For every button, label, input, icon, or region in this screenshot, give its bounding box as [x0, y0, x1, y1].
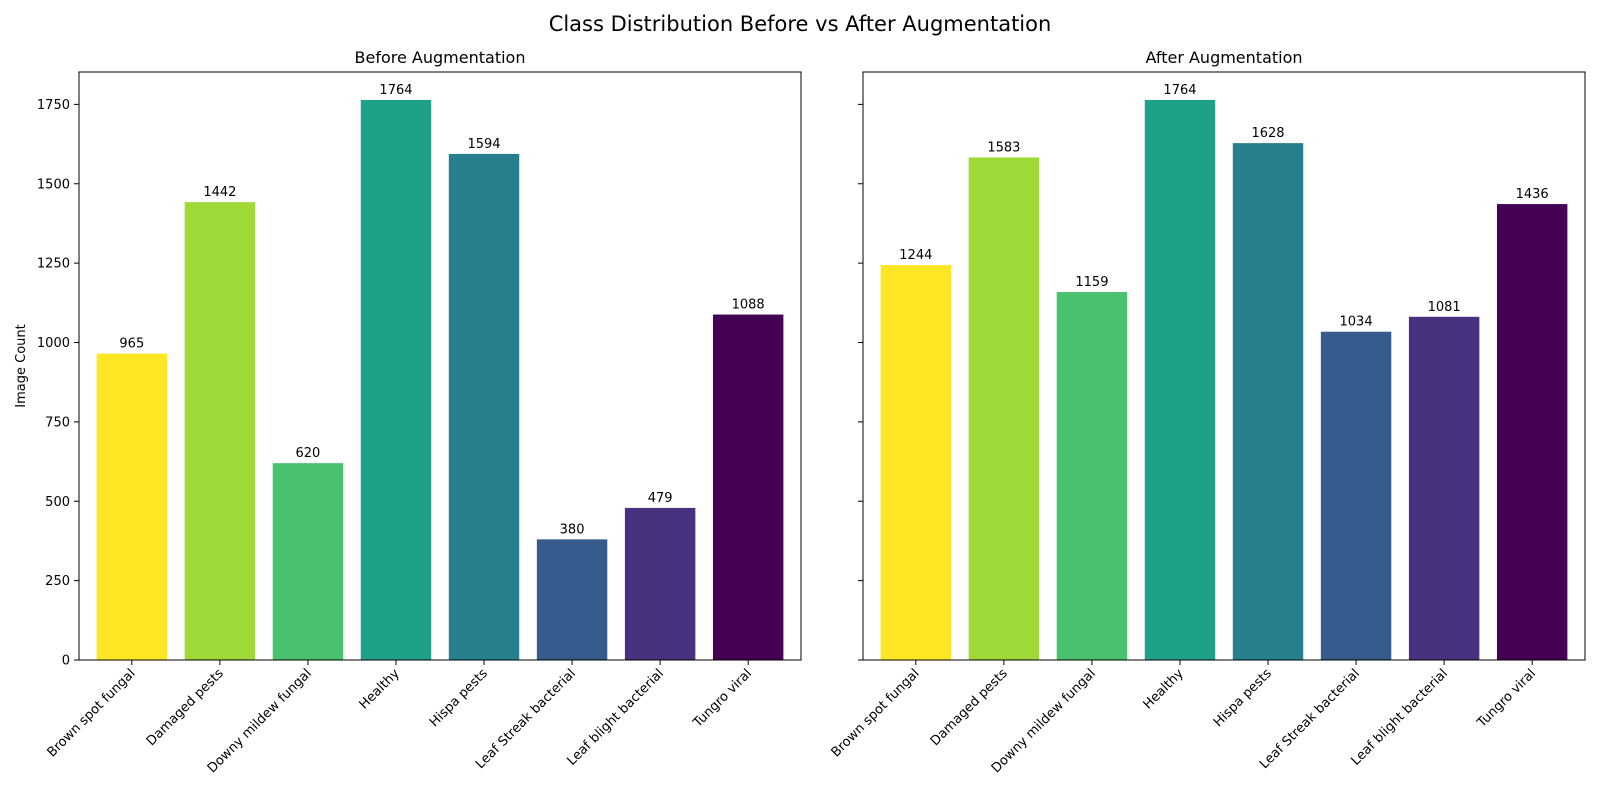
before-y-tick-label: 1500	[37, 177, 70, 192]
before-x-tick-label-tungro-viral: Tungro viral	[690, 666, 755, 731]
after-value-label-leaf-blight-bacterial: 1081	[1428, 300, 1461, 315]
before-x-tick-label-healthy: Healthy	[357, 666, 403, 712]
after-bar-leaf-streak-bacterial	[1320, 331, 1392, 660]
after-value-label-hispa-pests: 1628	[1251, 126, 1284, 141]
before-y-tick-label: 250	[45, 574, 70, 589]
before-bar-leaf-streak-bacterial	[536, 539, 608, 660]
before-x-tick-label-brown-spot-fungal: Brown spot fungal	[45, 666, 139, 760]
after-x-tick-label-tungro-viral: Tungro viral	[1474, 666, 1539, 731]
after-x-tick-label-damaged-pests: Damaged pests	[928, 666, 1011, 749]
after-axes-frame	[862, 71, 1586, 661]
before-value-label-healthy: 1764	[379, 83, 412, 98]
after-bar-brown-spot-fungal	[880, 265, 952, 660]
after-value-label-damaged-pests: 1583	[987, 140, 1020, 155]
before-y-axis-label: Image Count	[14, 324, 29, 407]
after-x-tick-label-brown-spot-fungal: Brown spot fungal	[829, 666, 923, 760]
before-value-label-downy-mildew-fungal: 620	[296, 446, 321, 461]
before-y-tick-label: 500	[45, 495, 70, 510]
before-x-tick-label-hispa-pests: Hispa pests	[427, 666, 491, 730]
before-bar-hispa-pests	[448, 153, 520, 660]
before-bar-brown-spot-fungal	[96, 353, 168, 660]
after-x-tick-label-downy-mildew-fungal: Downy mildew fungal	[989, 666, 1099, 776]
after-value-label-downy-mildew-fungal: 1159	[1075, 275, 1108, 290]
before-value-label-leaf-streak-bacterial: 380	[560, 522, 585, 537]
after-x-tick-label-healthy: Healthy	[1141, 666, 1187, 712]
before-y-tick-label: 1000	[37, 336, 70, 351]
before-bar-healthy	[360, 99, 432, 661]
before-augmentation-chart: Before Augmentation 0 250 500 750 1000 1250 150…	[14, 48, 802, 776]
before-x-tick-label-leaf-blight-bacterial: Leaf blight bacterial	[564, 666, 666, 768]
after-value-label-brown-spot-fungal: 1244	[899, 248, 932, 263]
after-chart-title: After Augmentation	[1145, 48, 1302, 67]
before-value-label-brown-spot-fungal: 965	[119, 337, 144, 352]
after-x-tick-label-hispa-pests: Hispa pests	[1211, 666, 1275, 730]
before-y-tick-label: 0	[62, 654, 70, 669]
after-bar-hispa-pests	[1232, 143, 1304, 661]
after-value-label-leaf-streak-bacterial: 1034	[1340, 315, 1373, 330]
before-y-tick-label: 1750	[37, 98, 70, 113]
before-bar-damaged-pests	[184, 202, 256, 660]
before-y-tick-label: 1250	[37, 257, 70, 272]
before-bar-downy-mildew-fungal	[272, 463, 344, 660]
after-augmentation-chart: After Augmentation 1244 Brown spot fungal 1…	[829, 48, 1586, 776]
before-y-tick-label: 750	[45, 415, 70, 430]
figure-title: Class Distribution Before vs After Augme…	[549, 12, 1052, 36]
before-value-label-tungro-viral: 1088	[732, 298, 765, 313]
after-bar-healthy	[1144, 99, 1216, 661]
after-value-label-tungro-viral: 1436	[1516, 187, 1549, 202]
before-axes-frame	[78, 71, 802, 661]
before-bar-tungro-viral	[712, 314, 784, 660]
after-bar-damaged-pests	[968, 157, 1040, 660]
before-x-tick-label-downy-mildew-fungal: Downy mildew fungal	[205, 666, 315, 776]
before-x-tick-label-damaged-pests: Damaged pests	[144, 666, 227, 749]
after-x-tick-label-leaf-streak-bacterial: Leaf Streak bacterial	[1257, 666, 1363, 772]
before-value-label-leaf-blight-bacterial: 479	[648, 491, 673, 506]
after-bar-leaf-blight-bacterial	[1408, 316, 1480, 660]
before-value-label-hispa-pests: 1594	[467, 137, 500, 152]
before-x-tick-label-leaf-streak-bacterial: Leaf Streak bacterial	[473, 666, 579, 772]
before-chart-title: Before Augmentation	[355, 48, 526, 67]
before-value-label-damaged-pests: 1442	[203, 185, 236, 200]
after-value-label-healthy: 1764	[1163, 83, 1196, 98]
after-bar-downy-mildew-fungal	[1056, 292, 1128, 660]
after-x-tick-label-leaf-blight-bacterial: Leaf blight bacterial	[1348, 666, 1450, 768]
before-bar-leaf-blight-bacterial	[624, 507, 696, 660]
after-bar-tungro-viral	[1496, 204, 1568, 660]
